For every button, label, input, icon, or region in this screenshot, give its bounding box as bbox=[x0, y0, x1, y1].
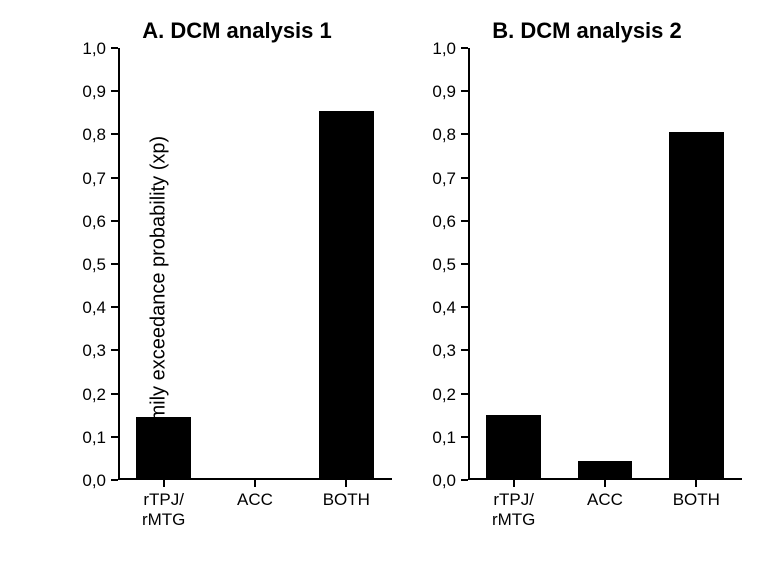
panels-container: A. DCM analysis 10,00,10,20,30,40,50,60,… bbox=[82, 22, 742, 542]
y-tick-label: 0,5 bbox=[432, 255, 456, 275]
panel-1: B. DCM analysis 20,00,10,20,30,40,50,60,… bbox=[432, 22, 742, 542]
y-tick-label: 0,2 bbox=[82, 385, 106, 405]
y-tick-label: 0,3 bbox=[432, 341, 456, 361]
y-tick bbox=[461, 177, 468, 179]
y-tick-label: 0,3 bbox=[82, 341, 106, 361]
figure-root: family exceedance probability (xp) A. DC… bbox=[0, 0, 758, 574]
y-tick-label: 0,9 bbox=[82, 82, 106, 102]
y-tick bbox=[111, 263, 118, 265]
y-tick bbox=[461, 133, 468, 135]
y-tick-label: 1,0 bbox=[432, 39, 456, 59]
bar bbox=[136, 417, 191, 478]
y-tick bbox=[461, 306, 468, 308]
y-tick-label: 0,6 bbox=[432, 212, 456, 232]
y-tick bbox=[461, 90, 468, 92]
x-tick-label: ACC bbox=[587, 490, 623, 510]
y-tick-label: 0,6 bbox=[82, 212, 106, 232]
y-tick-label: 0,8 bbox=[82, 125, 106, 145]
bar bbox=[319, 111, 374, 478]
x-tick-label: ACC bbox=[237, 490, 273, 510]
y-tick-label: 0,8 bbox=[432, 125, 456, 145]
y-tick-label: 0,7 bbox=[432, 169, 456, 189]
y-tick-label: 0,2 bbox=[432, 385, 456, 405]
y-tick-label: 0,4 bbox=[82, 298, 106, 318]
bar bbox=[578, 461, 633, 478]
y-tick bbox=[111, 133, 118, 135]
x-labels: rTPJ/rMTG ACC BOTH bbox=[118, 484, 392, 542]
bar bbox=[486, 415, 541, 478]
y-tick-label: 0,4 bbox=[432, 298, 456, 318]
plot-area: 0,00,10,20,30,40,50,60,70,80,91,0 bbox=[468, 48, 742, 480]
y-tick-label: 0,1 bbox=[82, 428, 106, 448]
y-tick-label: 0,0 bbox=[82, 471, 106, 491]
y-tick bbox=[111, 479, 118, 481]
x-labels: rTPJ/rMTG ACC BOTH bbox=[468, 484, 742, 542]
y-tick-label: 0,7 bbox=[82, 169, 106, 189]
y-tick bbox=[111, 47, 118, 49]
y-tick bbox=[461, 479, 468, 481]
x-tick-label: rTPJ/rMTG bbox=[142, 490, 185, 529]
y-tick bbox=[111, 393, 118, 395]
y-tick bbox=[461, 220, 468, 222]
y-axis-line bbox=[118, 48, 120, 480]
x-tick-label: BOTH bbox=[323, 490, 370, 510]
y-tick-label: 0,9 bbox=[432, 82, 456, 102]
y-tick-label: 0,5 bbox=[82, 255, 106, 275]
y-tick bbox=[461, 47, 468, 49]
y-tick bbox=[111, 90, 118, 92]
y-tick bbox=[111, 436, 118, 438]
y-tick-label: 0,1 bbox=[432, 428, 456, 448]
y-tick bbox=[461, 393, 468, 395]
y-tick-label: 1,0 bbox=[82, 39, 106, 59]
panel-title: A. DCM analysis 1 bbox=[82, 18, 392, 44]
y-tick bbox=[111, 220, 118, 222]
x-tick-label: BOTH bbox=[673, 490, 720, 510]
bar bbox=[669, 132, 724, 478]
y-axis-line bbox=[468, 48, 470, 480]
y-tick bbox=[461, 263, 468, 265]
y-tick bbox=[461, 349, 468, 351]
y-tick bbox=[461, 436, 468, 438]
y-tick bbox=[111, 177, 118, 179]
panel-title: B. DCM analysis 2 bbox=[432, 18, 742, 44]
y-tick bbox=[111, 349, 118, 351]
y-tick-label: 0,0 bbox=[432, 471, 456, 491]
plot-area: 0,00,10,20,30,40,50,60,70,80,91,0 bbox=[118, 48, 392, 480]
panel-0: A. DCM analysis 10,00,10,20,30,40,50,60,… bbox=[82, 22, 392, 542]
y-tick bbox=[111, 306, 118, 308]
x-tick-label: rTPJ/rMTG bbox=[492, 490, 535, 529]
